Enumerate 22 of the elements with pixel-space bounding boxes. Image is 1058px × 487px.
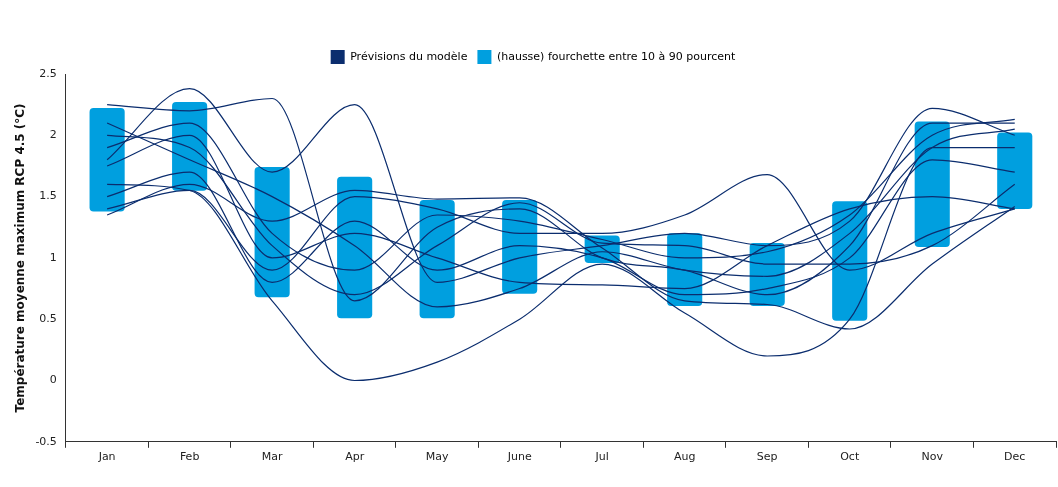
y-tick-label: 2 [49,128,57,142]
x-tick-label: Apr [345,450,365,464]
x-tick-label: Jul [594,450,609,464]
x-tick-label: June [506,450,532,464]
y-tick-label: 1 [49,250,57,264]
y-tick-label: -0.5 [35,434,57,448]
x-tick-label: Feb [179,450,200,464]
y-axis-title: Température moyenne maximum RCP 4.5 (°C) [13,103,28,413]
y-tick-label: 2.5 [39,66,57,80]
y-tick-label: 1.5 [39,189,57,203]
x-tick-label: Sep [756,450,778,464]
x-tick-label: Dec [1004,450,1026,464]
legend-label: (hausse) fourchette entre 10 à 90 pourcent [496,49,737,63]
y-tick-label: 0 [49,373,57,387]
x-tick-label: Mar [261,450,283,464]
legend-label: Prévisions du modèle [350,49,468,63]
x-tick-label: May [425,450,450,464]
x-tick-label: Aug [673,450,696,464]
x-tick-label: Nov [921,450,944,464]
x-tick-label: Oct [840,450,860,464]
x-tick-label: Jan [97,450,116,464]
y-tick-label: 0.5 [39,312,57,326]
